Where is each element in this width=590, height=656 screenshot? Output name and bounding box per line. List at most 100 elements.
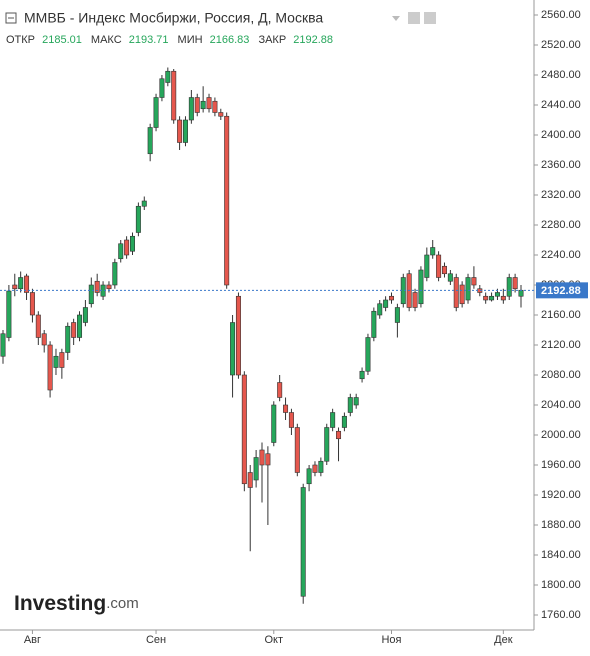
candle-body (277, 382, 283, 398)
candle-body (312, 464, 318, 473)
y-tick-label: 2560.00 (541, 9, 581, 21)
candle-body (159, 78, 165, 98)
candle-body (88, 284, 94, 305)
candle-body (224, 115, 230, 286)
candle-body (259, 449, 265, 466)
candle-body (506, 277, 512, 297)
candle-body (441, 265, 447, 275)
y-tick-label: 2440.00 (541, 99, 581, 111)
candle-body (29, 292, 35, 316)
y-tick-label: 1920.00 (541, 489, 581, 501)
candle-body (294, 427, 300, 473)
candle-body (359, 370, 365, 380)
close-label: ЗАКР (258, 34, 286, 46)
candle-body (165, 70, 171, 83)
low-value: 2166.83 (210, 34, 250, 46)
candle-body (41, 333, 47, 346)
candle-body (235, 295, 241, 376)
collapse-icon[interactable] (5, 12, 17, 24)
last-price-box (536, 282, 588, 299)
x-tick-label: Сен (146, 634, 166, 646)
candle-body (212, 100, 218, 113)
y-tick-label: 2120.00 (541, 339, 581, 351)
candle-body (177, 119, 183, 143)
x-tick-label: Ноя (381, 634, 401, 646)
candle-body (383, 299, 389, 308)
candle-body (341, 415, 347, 428)
y-tick-label: 2280.00 (541, 219, 581, 231)
candle-body (218, 112, 224, 117)
candle-body (300, 487, 306, 597)
y-tick-label: 2360.00 (541, 159, 581, 171)
candle-body (112, 262, 118, 286)
y-tick-label: 2080.00 (541, 369, 581, 381)
y-tick-label: 2480.00 (541, 69, 581, 81)
y-tick-label: 1840.00 (541, 549, 581, 561)
candle-body (265, 453, 271, 466)
candle-body (306, 468, 312, 485)
candle-body (35, 314, 41, 338)
close-value: 2192.88 (293, 34, 333, 46)
candle-body (12, 284, 18, 290)
candle-body (59, 352, 65, 368)
candle-body (371, 310, 377, 338)
candle-body (436, 254, 442, 278)
candle-body (512, 277, 518, 290)
settings-icon[interactable] (408, 12, 420, 24)
candle-body (82, 307, 88, 323)
candle-body (24, 275, 30, 293)
y-tick-label: 2160.00 (541, 309, 581, 321)
y-tick-label: 1760.00 (541, 609, 581, 621)
candle-body (94, 280, 100, 293)
candle-body (247, 472, 253, 488)
dropdown-arrow[interactable] (392, 16, 400, 21)
y-tick-label: 2320.00 (541, 189, 581, 201)
candle-body (336, 430, 342, 440)
y-tick-label: 1960.00 (541, 459, 581, 471)
close-icon[interactable] (424, 12, 436, 24)
candle-body (424, 254, 430, 278)
y-tick-label: 2000.00 (541, 429, 581, 441)
candle-body (324, 427, 330, 462)
candle-body (253, 457, 259, 481)
candle-body (124, 239, 130, 256)
high-label: МАКС (91, 34, 122, 46)
y-tick-label: 2520.00 (541, 39, 581, 51)
high-value: 2193.71 (129, 34, 169, 46)
last-price-label: 2192.88 (541, 285, 581, 297)
logo: Investing.com (14, 592, 139, 615)
candle-body (271, 404, 277, 443)
candle-body (489, 295, 495, 301)
candle-body (130, 235, 136, 252)
candle-body (347, 397, 353, 413)
open-value: 2185.01 (42, 34, 82, 46)
candle-body (518, 289, 524, 297)
candle-body (500, 295, 506, 301)
candle-body (377, 303, 383, 316)
candle-body (465, 277, 471, 301)
candle-body (182, 119, 188, 143)
candle-body (230, 322, 236, 376)
candle-body (483, 295, 489, 301)
x-tick-label: Авг (24, 634, 41, 646)
low-label: МИН (178, 34, 203, 46)
candle-body (153, 97, 159, 128)
candle-body (194, 97, 200, 113)
ohlc-header: ОТКР 2185.01 МАКС 2193.71 МИН 2166.83 ЗА… (6, 34, 333, 46)
y-tick-label: 2040.00 (541, 399, 581, 411)
candle-body (106, 284, 112, 290)
candle-body (77, 314, 83, 338)
y-tick-label: 1880.00 (541, 519, 581, 531)
candle-body (471, 277, 477, 286)
candle-body (65, 325, 71, 353)
candle-body (18, 277, 24, 290)
candle-body (147, 127, 153, 155)
candle-body (365, 337, 371, 372)
chart-title: ММВБ - Индекс Мосбиржи, Россия, Д, Москв… (24, 10, 323, 26)
candle-body (418, 269, 424, 305)
candle-body (494, 292, 500, 297)
x-tick-label: Окт (265, 634, 284, 646)
candle-body (318, 460, 324, 473)
